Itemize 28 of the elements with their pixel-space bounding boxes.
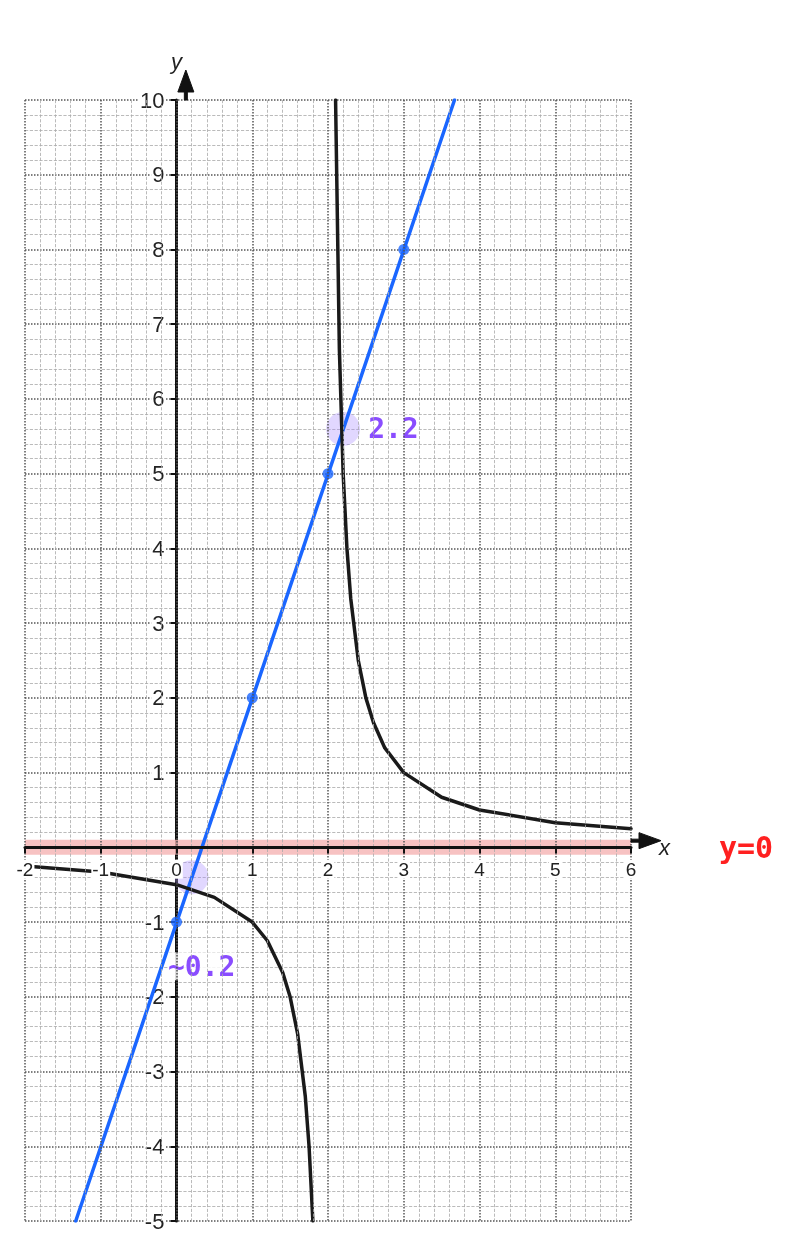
- x-tick-label: 3: [398, 858, 410, 880]
- y-tick-label: 2: [152, 685, 165, 711]
- x-tick-label: 5: [549, 858, 561, 880]
- y-tick-label: 9: [152, 162, 165, 188]
- y-tick-label: 8: [152, 236, 165, 262]
- x-tick-label: 4: [474, 858, 486, 880]
- y-tick-label: -5: [144, 1208, 165, 1234]
- band-label: y=0: [719, 829, 774, 865]
- annotation: 2.2: [368, 412, 419, 446]
- y-tick-label: 1: [152, 760, 165, 786]
- annotation: ~0.2: [167, 949, 236, 983]
- y-tick-label: 7: [152, 311, 165, 337]
- y-tick-label: 5: [152, 461, 165, 487]
- y-tick-label: 3: [152, 610, 165, 636]
- x-tick-label: -2: [16, 858, 34, 880]
- x-tick-label: 2: [322, 858, 334, 880]
- x-axis-title: x: [658, 834, 671, 860]
- x-tick-label: 6: [625, 858, 637, 880]
- x-tick-label: -1: [92, 858, 110, 880]
- y-axis-title: y: [169, 48, 184, 74]
- y-tick-label: -3: [144, 1059, 165, 1085]
- y-tick-label: 10: [139, 87, 165, 113]
- y-tick-label: 4: [152, 535, 165, 561]
- y-tick-label: 6: [152, 386, 165, 412]
- x-tick-label: 1: [246, 858, 258, 880]
- y-tick-label: -4: [144, 1133, 165, 1159]
- x-tick-label: 0: [171, 858, 182, 880]
- y-tick-label: -1: [144, 909, 165, 935]
